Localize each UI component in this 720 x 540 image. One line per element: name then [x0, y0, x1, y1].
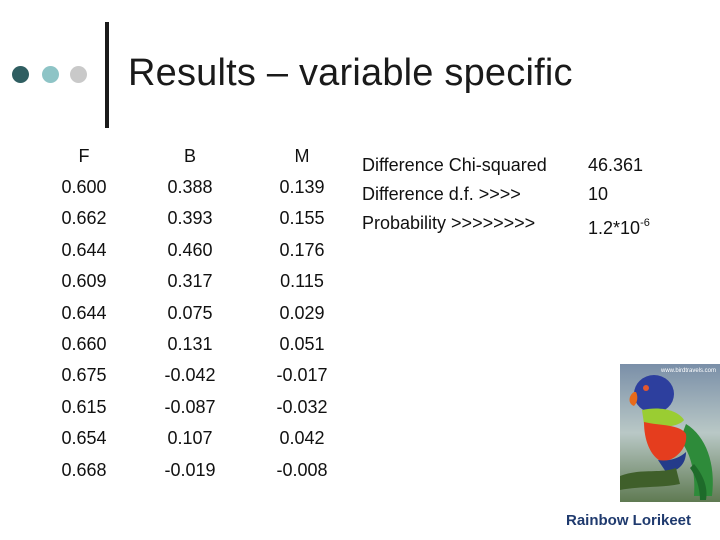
table-cell: 0.075 [167, 302, 213, 323]
table-cell: 0.042 [279, 428, 325, 449]
bird-breast [644, 422, 687, 462]
column-header-f: F [78, 146, 90, 166]
table-cell: 0.644 [61, 239, 107, 260]
stat-row: Probability >>>>>>>> 1.2*10-6 [362, 209, 702, 238]
table-cell: 0.131 [167, 333, 213, 354]
stat-value-base: 1.2*10 [588, 218, 641, 238]
table-cell: 0.051 [279, 333, 325, 354]
stat-label: Probability >>>>>>>> [362, 213, 536, 233]
table-cell: -0.042 [164, 365, 216, 386]
table-cell: 0.460 [167, 239, 213, 260]
table-cell: 0.675 [61, 365, 107, 386]
stat-value-exponent: -6 [640, 217, 650, 229]
stat-label: Difference d.f. >>>> [362, 184, 521, 204]
table-cell: 0.107 [167, 428, 213, 449]
table-cell: 0.662 [61, 208, 107, 229]
table-cell: -0.017 [276, 365, 328, 386]
table-cell: 0.317 [167, 271, 213, 292]
column-header-m: M [294, 146, 310, 166]
bird-beak [629, 392, 638, 406]
table-cell: 0.644 [61, 302, 107, 323]
bird-head [634, 375, 674, 413]
table-cell: 0.388 [167, 177, 213, 197]
bird-belly [658, 452, 686, 472]
table-cell: 0.609 [61, 271, 107, 292]
dot-grey-icon [70, 66, 87, 83]
stat-value: 46.361 [588, 155, 644, 175]
table-cell: 0.139 [279, 177, 325, 197]
bird-eye [643, 385, 649, 391]
table-cell: -0.032 [276, 396, 328, 417]
table-cell: -0.019 [164, 459, 216, 480]
stat-row: Difference Chi-squared 46.361 [362, 151, 702, 180]
table-cell: -0.087 [164, 396, 216, 417]
table-cell: 0.600 [61, 177, 107, 197]
stat-row: Difference d.f. >>>> 10 [362, 180, 702, 209]
photo-watermark: www.birdtravels.com [660, 368, 716, 374]
stat-label: Difference Chi-squared [362, 155, 547, 175]
table-cell: 0.615 [61, 396, 107, 417]
dot-light-icon [42, 66, 59, 83]
bird-wing [680, 424, 713, 496]
stat-value: 10 [588, 184, 609, 204]
table-cell: 0.155 [279, 208, 325, 229]
bird-tail [690, 464, 707, 500]
table-cell: 0.115 [280, 271, 324, 292]
table-cell: 0.176 [279, 239, 325, 260]
rainbow-lorikeet-photo: www.birdtravels.com [620, 364, 720, 502]
table-cell: 0.029 [279, 302, 325, 323]
table-cell: 0.668 [61, 459, 107, 480]
dot-dark-icon [12, 66, 29, 83]
table-cell: 0.654 [61, 428, 107, 449]
branch-leaves [620, 468, 680, 490]
slide-title: Results – variable specific [128, 52, 573, 94]
table-cell: 0.393 [167, 208, 213, 229]
statistics-summary: Difference Chi-squared 46.361 Difference… [362, 151, 702, 238]
table-cell: 0.660 [61, 333, 107, 354]
bird-collar [642, 408, 684, 427]
photo-caption: Rainbow Lorikeet [566, 512, 692, 529]
column-b: B 0.388 0.393 0.460 0.317 0.075 0.131 -0… [150, 141, 230, 486]
title-divider [105, 22, 109, 128]
column-m: M 0.139 0.155 0.176 0.115 0.029 0.051 -0… [262, 141, 342, 486]
column-f: F 0.600 0.662 0.644 0.609 0.644 0.660 0.… [44, 141, 124, 486]
table-cell: -0.008 [276, 459, 328, 480]
stat-value: 1.2*10-6 [588, 209, 650, 243]
column-header-b: B [183, 146, 196, 166]
